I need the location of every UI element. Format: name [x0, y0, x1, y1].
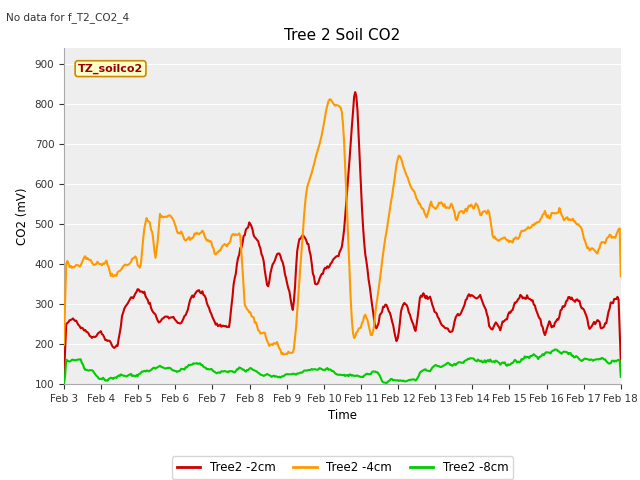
Y-axis label: CO2 (mV): CO2 (mV) [16, 187, 29, 245]
Legend: Tree2 -2cm, Tree2 -4cm, Tree2 -8cm: Tree2 -2cm, Tree2 -4cm, Tree2 -8cm [172, 456, 513, 479]
Text: No data for f_T2_CO2_4: No data for f_T2_CO2_4 [6, 12, 129, 23]
Title: Tree 2 Soil CO2: Tree 2 Soil CO2 [284, 28, 401, 43]
Text: TZ_soilco2: TZ_soilco2 [78, 63, 143, 74]
X-axis label: Time: Time [328, 409, 357, 422]
